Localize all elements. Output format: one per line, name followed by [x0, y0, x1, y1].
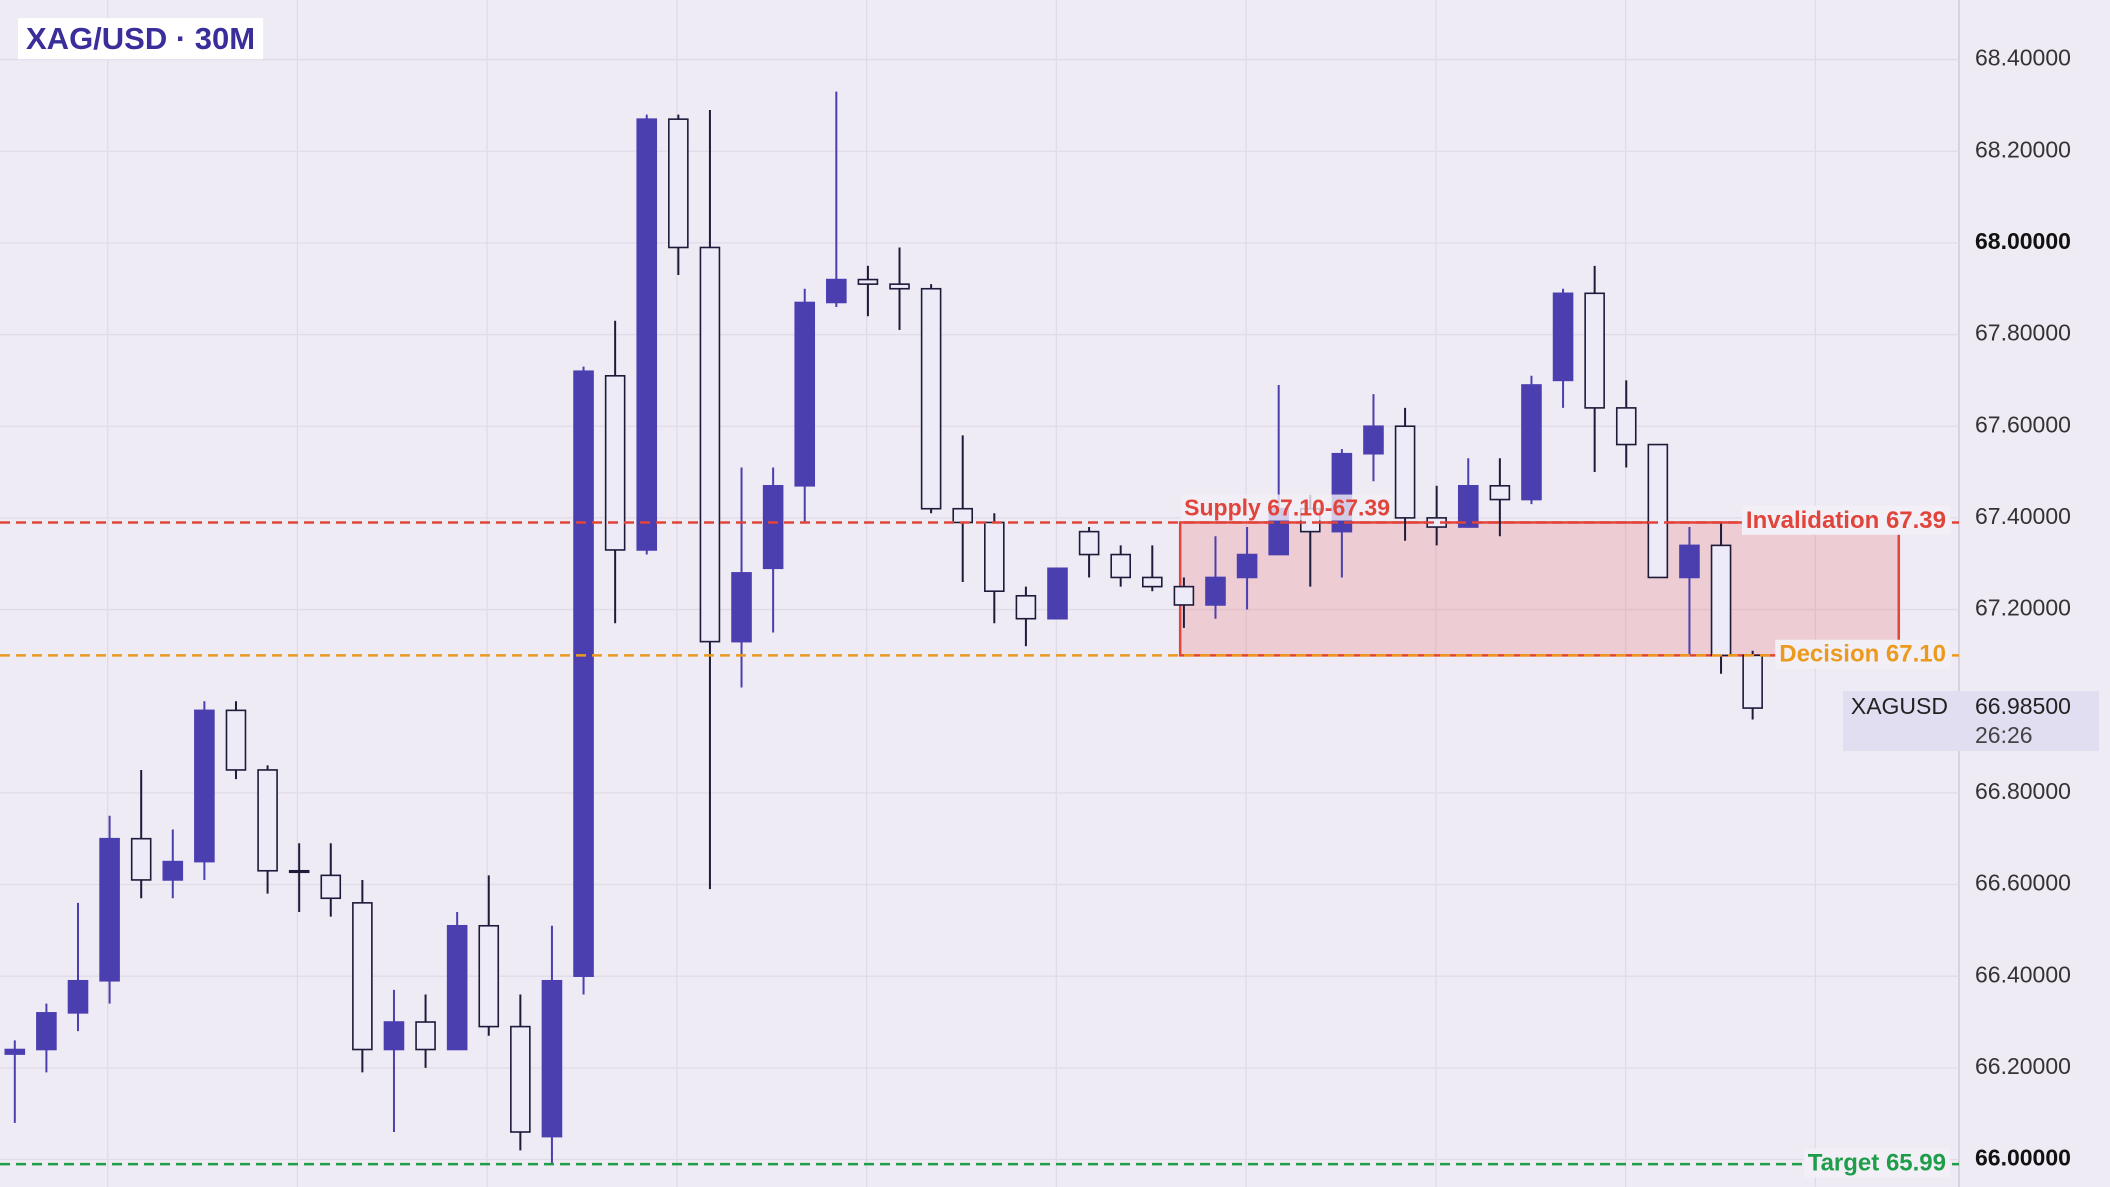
candle-body: [1078, 530, 1100, 556]
candle-body: [4, 1048, 26, 1055]
y-tick-label: 67.40000: [1975, 503, 2071, 529]
candle-body: [1742, 654, 1763, 709]
candle-body: [1363, 425, 1384, 455]
candle-body: [1489, 484, 1511, 501]
candle-body: [352, 902, 373, 1051]
candle-body: [604, 375, 626, 551]
y-tick-label: 68.00000: [1975, 228, 2071, 254]
candle-body: [952, 507, 974, 524]
candle-body: [162, 860, 184, 881]
candle-body: [257, 769, 278, 872]
candle-body: [541, 979, 563, 1138]
candle-body: [794, 301, 816, 487]
candle-body: [225, 709, 247, 771]
level-label-bg: [1775, 639, 1950, 669]
chart-title: XAG/USD · 30M: [26, 21, 255, 56]
last-price-tag: [1843, 691, 2099, 752]
candle-body: [1047, 567, 1068, 620]
candle-body: [1394, 425, 1416, 519]
candle-body: [826, 278, 847, 304]
last-price-countdown: 26:26: [1975, 722, 2033, 748]
level-label-bg: [1803, 1148, 1950, 1178]
y-tick-label: 68.40000: [1975, 45, 2071, 71]
candle-body: [1236, 553, 1258, 579]
candle-body: [383, 1021, 405, 1051]
candle-body: [1457, 484, 1479, 528]
candle-body: [889, 283, 910, 290]
candle-body: [731, 572, 752, 643]
candle-body: [99, 837, 120, 982]
candle-body: [573, 370, 594, 977]
y-tick-label: 67.80000: [1975, 320, 2071, 346]
last-price-value: 66.98500: [1975, 693, 2071, 719]
y-tick-label: 68.20000: [1975, 136, 2071, 162]
candle-body: [446, 924, 468, 1051]
y-tick-label: 67.60000: [1975, 411, 2071, 437]
candle-body: [478, 924, 500, 1028]
candle-body: [415, 1021, 436, 1051]
candle-body: [984, 521, 1005, 593]
candle-body: [1141, 576, 1163, 588]
candle-body: [699, 246, 721, 643]
y-tick-label: 66.20000: [1975, 1053, 2071, 1079]
candle-body: [1710, 544, 1732, 657]
level-label-bg: [1741, 505, 1950, 535]
candle-body: [510, 1025, 531, 1133]
candle-body: [320, 874, 342, 900]
candle-body: [1679, 544, 1700, 579]
candle-body: [1110, 553, 1131, 579]
candle-body: [1615, 407, 1637, 446]
candle-body: [1647, 443, 1669, 579]
candle-body: [288, 869, 310, 874]
level-label: Invalidation 67.39: [1746, 507, 1946, 534]
level-label: Target 65.99: [1808, 1149, 1946, 1176]
candle-body: [1205, 576, 1226, 606]
y-tick-label: 67.20000: [1975, 595, 2071, 621]
candle-body: [1584, 292, 1605, 409]
y-tick-label: 66.80000: [1975, 778, 2071, 804]
title-bg: [18, 18, 264, 60]
candle-body: [67, 979, 89, 1014]
candle-body: [920, 287, 942, 510]
candle-body: [857, 278, 879, 285]
y-tick-label: 66.40000: [1975, 961, 2071, 987]
candle-body: [1552, 292, 1574, 382]
candle-body: [36, 1012, 57, 1051]
zone-label: Supply 67.10-67.39: [1184, 495, 1390, 521]
candle-body: [668, 118, 689, 249]
candle-body: [636, 118, 658, 551]
candle-body: [1521, 384, 1542, 501]
y-tick-label: 66.00000: [1975, 1145, 2071, 1171]
last-price-symbol: XAGUSD: [1851, 693, 1948, 719]
y-tick-label: 66.60000: [1975, 870, 2071, 896]
zone-label-bg: [1181, 494, 1394, 521]
level-label: Decision 67.10: [1779, 641, 1946, 668]
candle-body: [130, 837, 152, 881]
candle-body: [762, 484, 784, 570]
candle-body: [1173, 585, 1195, 606]
candle-body: [1015, 594, 1037, 620]
candle-body: [194, 709, 215, 863]
